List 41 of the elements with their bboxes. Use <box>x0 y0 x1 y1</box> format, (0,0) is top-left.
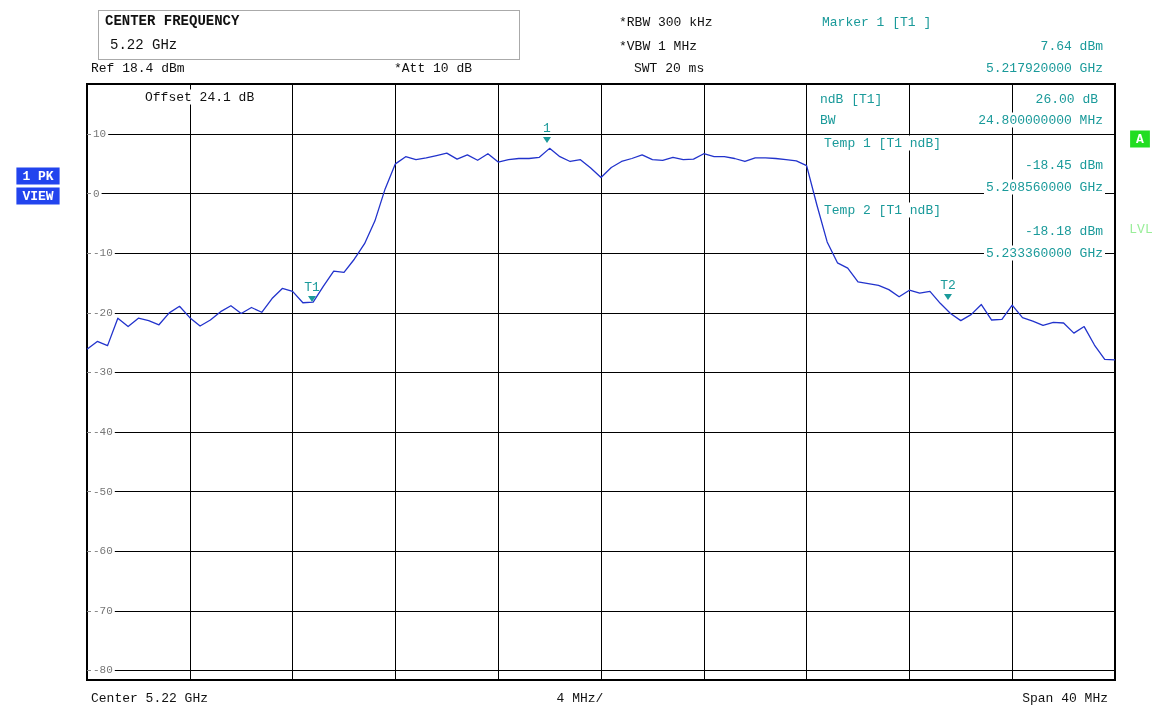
annotation: T1 <box>304 279 320 295</box>
annotation: T2 <box>940 277 956 293</box>
y-tick-label: 0 <box>93 187 100 200</box>
text: VIEW <box>22 188 54 204</box>
text: *VBW 1 MHz <box>619 38 698 54</box>
text: A <box>1136 131 1145 147</box>
annotation: 5.208560000 GHz <box>985 179 1103 195</box>
annotation: Temp 2 [T1 ndB] <box>824 202 942 218</box>
y-tick-label: 10 <box>93 128 107 141</box>
annotation: 1 <box>543 120 552 136</box>
chart-title: CENTER FREQUENCY <box>105 13 241 29</box>
text: *RBW 300 kHz <box>619 14 713 30</box>
y-tick-label: -30 <box>93 366 113 379</box>
text: SWT 20 ms <box>634 60 705 76</box>
text: Marker 1 [T1 ] <box>822 14 932 30</box>
text: 5.217920000 GHz <box>985 60 1103 76</box>
annotation: 26.00 dB <box>1035 91 1099 107</box>
text: Center 5.22 GHz <box>91 690 209 706</box>
y-tick-label: -20 <box>93 306 113 319</box>
y-tick-label: -60 <box>93 545 113 558</box>
chart-subtitle: 5.22 GHz <box>110 37 178 53</box>
annotation: Offset 24.1 dB <box>145 89 255 105</box>
y-tick-label: -10 <box>93 247 113 260</box>
text: 1 PK <box>22 168 54 184</box>
text: LVL <box>1129 221 1153 237</box>
y-tick-label: -80 <box>93 664 113 677</box>
y-tick-label: -50 <box>93 485 113 498</box>
y-tick-label: -70 <box>93 604 113 617</box>
text: 7.64 dBm <box>1040 38 1104 54</box>
annotation: 5.233360000 GHz <box>985 245 1103 261</box>
annotation: 24.800000000 MHz <box>978 112 1103 128</box>
text: 4 MHz/ <box>556 690 604 706</box>
annotation: -18.45 dBm <box>1024 157 1104 173</box>
annotation: -18.18 dBm <box>1024 223 1104 239</box>
text: Ref 18.4 dBm <box>91 60 185 76</box>
annotation: BW <box>820 112 836 128</box>
text: *Att 10 dB <box>394 60 473 76</box>
y-tick-label: -40 <box>93 426 113 439</box>
annotation: Temp 1 [T1 ndB] <box>824 135 942 151</box>
annotation: ndB [T1] <box>820 91 883 107</box>
text: Span 40 MHz <box>1022 690 1108 706</box>
